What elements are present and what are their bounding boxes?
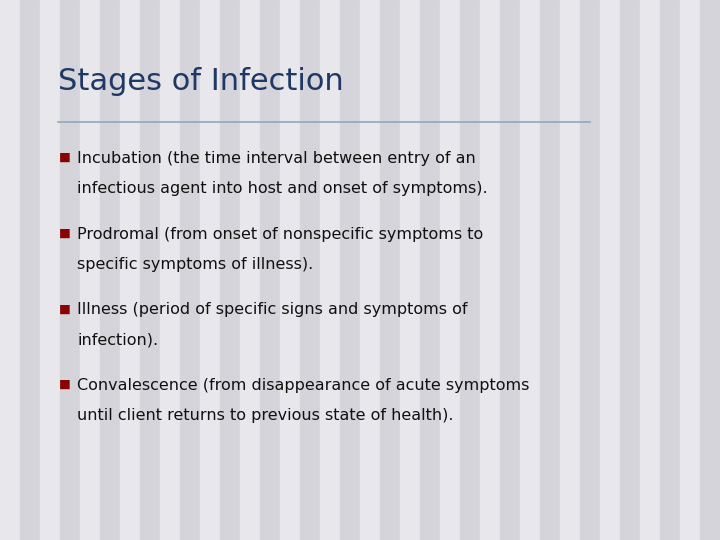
Text: infectious agent into host and onset of symptoms).: infectious agent into host and onset of … — [77, 181, 487, 196]
Text: specific symptoms of illness).: specific symptoms of illness). — [77, 256, 313, 272]
Text: Convalescence (from disappearance of acute symptoms: Convalescence (from disappearance of acu… — [77, 378, 529, 393]
Bar — [140, 0, 160, 540]
Bar — [260, 0, 280, 540]
Bar — [200, 0, 220, 540]
Bar — [320, 0, 340, 540]
Text: Illness (period of specific signs and symptoms of: Illness (period of specific signs and sy… — [77, 302, 467, 318]
Bar — [340, 0, 360, 540]
Bar — [100, 0, 120, 540]
Bar — [700, 0, 720, 540]
Text: ■: ■ — [59, 227, 71, 240]
Bar — [540, 0, 560, 540]
Bar — [80, 0, 100, 540]
Bar — [240, 0, 260, 540]
Bar — [520, 0, 540, 540]
Bar — [680, 0, 700, 540]
Bar — [380, 0, 400, 540]
Bar — [400, 0, 420, 540]
Bar — [360, 0, 380, 540]
Bar — [500, 0, 520, 540]
Text: infection).: infection). — [77, 332, 158, 347]
Bar — [420, 0, 440, 540]
Bar — [0, 0, 20, 540]
Bar — [40, 0, 60, 540]
Bar — [180, 0, 200, 540]
Bar — [460, 0, 480, 540]
Text: Incubation (the time interval between entry of an: Incubation (the time interval between en… — [77, 151, 476, 166]
Text: ■: ■ — [59, 151, 71, 164]
Text: Stages of Infection: Stages of Infection — [58, 68, 343, 97]
Bar — [220, 0, 240, 540]
Bar — [440, 0, 460, 540]
Bar — [580, 0, 600, 540]
Bar — [120, 0, 140, 540]
Bar — [660, 0, 680, 540]
Bar — [160, 0, 180, 540]
Bar — [600, 0, 620, 540]
Bar — [20, 0, 40, 540]
Bar — [620, 0, 640, 540]
Text: ■: ■ — [59, 378, 71, 391]
Bar — [300, 0, 320, 540]
Bar — [60, 0, 80, 540]
Text: until client returns to previous state of health).: until client returns to previous state o… — [77, 408, 454, 423]
Bar — [640, 0, 660, 540]
Text: Prodromal (from onset of nonspecific symptoms to: Prodromal (from onset of nonspecific sym… — [77, 227, 483, 242]
Bar — [480, 0, 500, 540]
Bar — [560, 0, 580, 540]
Bar — [280, 0, 300, 540]
Text: ■: ■ — [59, 302, 71, 315]
